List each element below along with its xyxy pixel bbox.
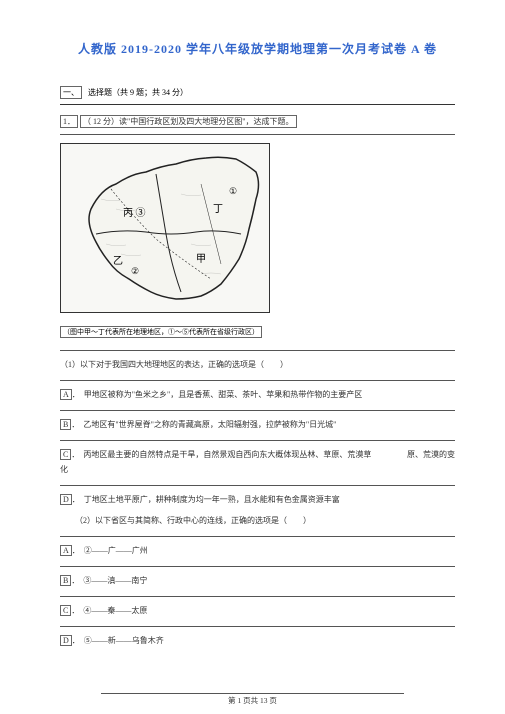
footer-line: [101, 693, 404, 694]
option-letter: C: [60, 605, 71, 616]
option-text: ⑤——新——乌鲁木齐: [84, 636, 164, 645]
option-c1: C．丙地区最主要的自然特点是干旱，自然景观自西向东大概体现丛林、草原、荒漠草 原…: [60, 449, 455, 460]
option-a2: A．②——广——广州: [60, 545, 455, 556]
option-c-extra: 原、荒漠的变: [407, 449, 455, 460]
option-text: 甲地区被称为"鱼米之乡"，且是香蕉、甜菜、茶叶、苹果和热带作物的主要产区: [84, 390, 363, 399]
caption-text: （图中甲～丁代表所在地理地区，①～⑤代表所在省级行政区）: [60, 326, 262, 338]
option-letter: A: [60, 389, 72, 400]
option-d2: D．⑤——新——乌鲁木齐: [60, 635, 455, 646]
china-map: 丙 ③ 乙 ② 甲 丁 ①: [60, 143, 270, 313]
label-circle1: ①: [229, 186, 237, 196]
divider: [60, 596, 455, 597]
label-ding: 丁: [213, 204, 223, 215]
section-header: 一、 选择题（共 9 题；共 34 分）: [60, 82, 455, 100]
option-b2: B．③——滇——南宁: [60, 575, 455, 586]
option-letter: A: [60, 545, 72, 556]
option-a1: A．甲地区被称为"鱼米之乡"，且是香蕉、甜菜、茶叶、苹果和热带作物的主要产区: [60, 389, 455, 400]
label-bing: 丙 ③: [123, 207, 146, 219]
option-c1-tail: 化: [60, 464, 455, 475]
divider: [60, 566, 455, 567]
divider: [60, 380, 455, 381]
option-letter: D: [60, 635, 72, 646]
divider: [60, 350, 455, 351]
q1-number: 1．: [60, 115, 78, 128]
option-d1: D．丁地区土地平原广，耕种制度为均一年一熟，且水能和有色金属资源丰富: [60, 494, 455, 505]
option-letter: C: [60, 449, 71, 460]
option-letter: D: [60, 494, 72, 505]
option-text: ④——秦——太原: [83, 606, 147, 615]
divider: [60, 536, 455, 537]
option-text: 乙地区有"世界屋脊"之称的青藏高原，太阳辐射强，拉萨被称为"日光城": [83, 420, 336, 429]
question-1: 1． （ 12 分）读"中国行政区划及四大地理分区图"，达成下题。: [60, 115, 455, 128]
exam-title: 人教版 2019-2020 学年八年级放学期地理第一次月考试卷 A 卷: [60, 40, 455, 57]
q1-text: （ 12 分）读"中国行政区划及四大地理分区图"，达成下题。: [80, 115, 297, 128]
divider: [60, 626, 455, 627]
label-yi: 乙: [113, 255, 123, 267]
option-text: 丙地区最主要的自然特点是干旱，自然景观自西向东大概体现丛林、草原、荒漠草: [83, 450, 371, 459]
divider: [60, 134, 455, 135]
label-jia: 甲: [196, 254, 206, 265]
page-number: 第 1 页共 13 页: [228, 696, 277, 705]
option-letter: B: [60, 575, 71, 586]
page-footer: 第 1 页共 13 页: [0, 693, 505, 706]
option-c2: C．④——秦——太原: [60, 605, 455, 616]
option-b1: B．乙地区有"世界屋脊"之称的青藏高原，太阳辐射强，拉萨被称为"日光城": [60, 419, 455, 430]
option-text: ②——广——广州: [84, 546, 148, 555]
option-letter: B: [60, 419, 71, 430]
label-circle2: ②: [131, 266, 139, 276]
sub-question-1: （1）以下对于我国四大地理地区的表达，正确的选项是（ ）: [60, 359, 455, 370]
divider: [60, 485, 455, 486]
divider: [60, 104, 455, 105]
sub-question-2: （2）以下省区与其简称、行政中心的连线，正确的选项是（ ）: [75, 515, 455, 526]
map-caption: （图中甲～丁代表所在地理地区，①～⑤代表所在省级行政区）: [60, 321, 455, 348]
section-prefix: 一、: [60, 86, 82, 99]
divider: [60, 410, 455, 411]
option-text: 丁地区土地平原广，耕种制度为均一年一熟，且水能和有色金属资源丰富: [84, 495, 340, 504]
divider: [60, 440, 455, 441]
section-label: 选择题（共 9 题；共 34 分）: [88, 88, 188, 97]
option-text: ③——滇——南宁: [83, 576, 147, 585]
